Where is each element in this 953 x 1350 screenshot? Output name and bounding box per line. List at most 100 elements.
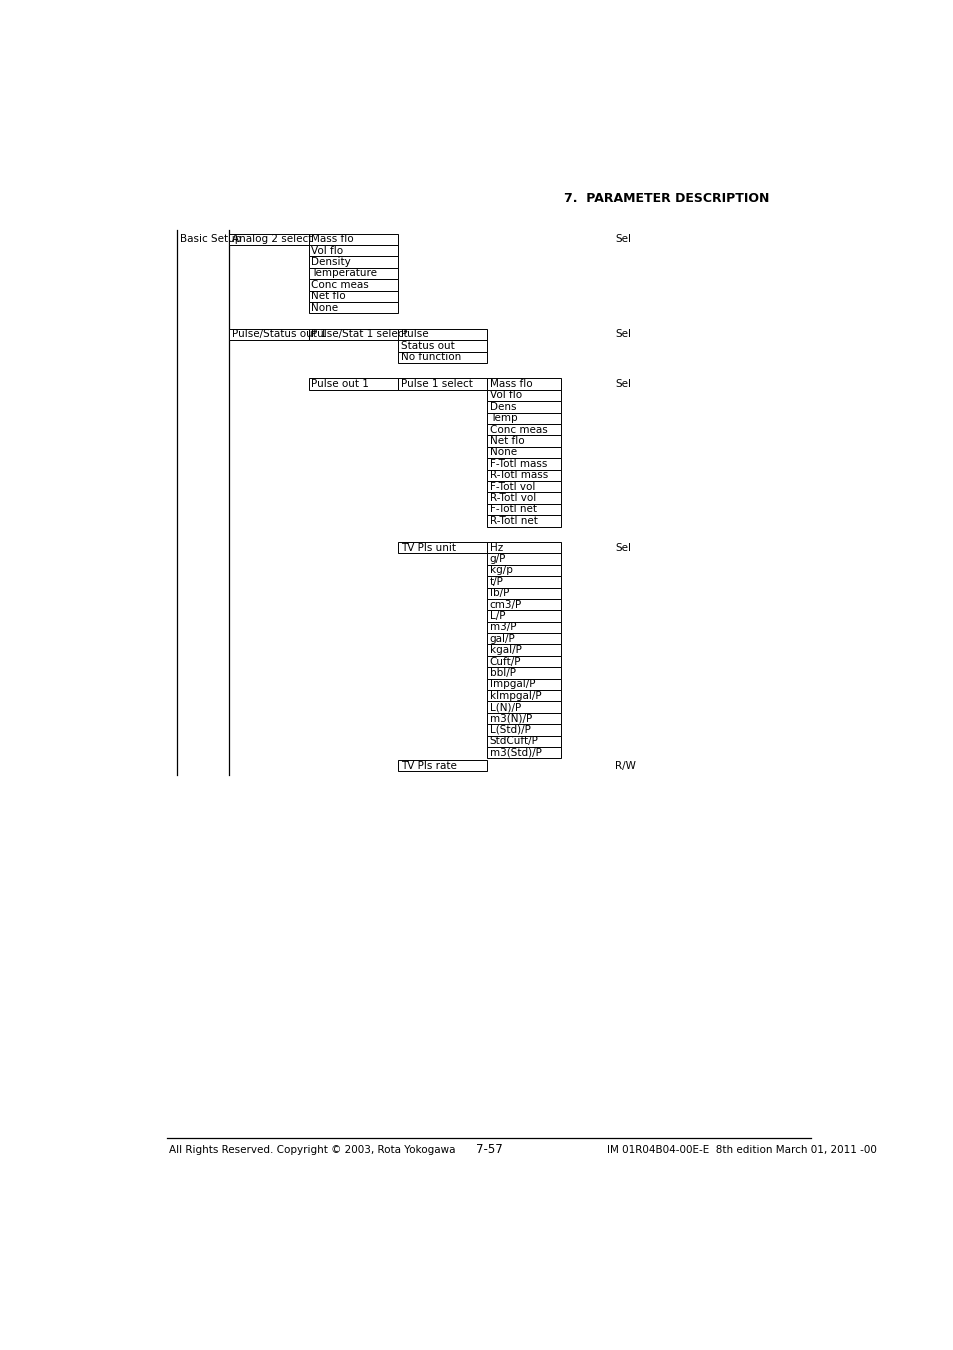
Text: cm3/P: cm3/P [489,599,521,610]
Text: Dens: Dens [489,402,516,412]
Bar [487,599,560,610]
Bar [397,340,487,351]
Bar [229,234,309,244]
Bar [487,633,560,644]
Text: kImpgal/P: kImpgal/P [489,691,540,701]
Text: Sel: Sel [615,329,631,339]
Bar [487,690,560,702]
Text: None: None [489,447,517,458]
Bar [487,413,560,424]
Bar [487,447,560,458]
Text: Temperature: Temperature [311,269,377,278]
Text: g/P: g/P [489,554,505,564]
Text: Hz: Hz [489,543,502,552]
Text: 7.  PARAMETER DESCRIPTION: 7. PARAMETER DESCRIPTION [563,192,769,205]
Bar [397,541,487,554]
Text: Pulse/Status out 1: Pulse/Status out 1 [232,329,326,339]
Text: Conc meas: Conc meas [489,425,547,435]
Bar [487,679,560,690]
Text: lb/P: lb/P [489,589,509,598]
Bar [487,435,560,447]
Text: m3(N)/P: m3(N)/P [489,714,532,724]
Text: gal/P: gal/P [489,633,515,644]
Bar [309,290,397,302]
Text: t/P: t/P [489,576,503,587]
Bar [487,587,560,599]
Bar [397,760,487,771]
Text: Cuft/P: Cuft/P [489,656,520,667]
Text: Pulse out 1: Pulse out 1 [311,379,369,389]
Text: Impgal/P: Impgal/P [489,679,535,690]
Text: Pulse/Stat 1 select: Pulse/Stat 1 select [311,329,408,339]
Bar [487,541,560,554]
Bar [487,747,560,759]
Bar [397,351,487,363]
Text: L(N)/P: L(N)/P [489,702,520,713]
Bar [487,470,560,481]
Bar [487,493,560,504]
Text: F-Totl net: F-Totl net [489,505,537,514]
Bar [309,244,397,256]
Text: m3(Std)/P: m3(Std)/P [489,748,541,757]
Bar [487,554,560,564]
Text: Vol flo: Vol flo [311,246,343,255]
Bar [309,302,397,313]
Text: Density: Density [311,256,351,267]
Bar [309,267,397,279]
Text: StdCuft/P: StdCuft/P [489,736,538,747]
Bar [487,564,560,576]
Text: TV Pls rate: TV Pls rate [400,760,456,771]
Bar [309,256,397,267]
Text: kgal/P: kgal/P [489,645,521,655]
Bar [487,378,560,390]
Bar [487,576,560,587]
Text: F-Totl mass: F-Totl mass [489,459,546,468]
Bar [487,713,560,724]
Text: Net flo: Net flo [311,292,346,301]
Text: Analog 2 select: Analog 2 select [232,235,312,244]
Text: Temp: Temp [489,413,517,424]
Bar [487,390,560,401]
Text: Status out: Status out [400,342,454,351]
Bar [487,702,560,713]
Text: Sel: Sel [615,543,631,552]
Text: L/P: L/P [489,612,505,621]
Text: All Rights Reserved. Copyright © 2003, Rota Yokogawa: All Rights Reserved. Copyright © 2003, R… [169,1145,455,1154]
Bar [487,724,560,736]
Bar [229,329,309,340]
Text: Pulse 1 select: Pulse 1 select [400,379,472,389]
Text: 7-57: 7-57 [475,1143,502,1157]
Text: TV Pls unit: TV Pls unit [400,543,456,552]
Text: None: None [311,302,338,313]
Text: IM 01R04B04-00E-E  8th edition March 01, 2011 -00: IM 01R04B04-00E-E 8th edition March 01, … [607,1145,877,1154]
Text: Mass flo: Mass flo [489,379,532,389]
Text: Net flo: Net flo [489,436,524,446]
Bar [487,424,560,435]
Bar [487,622,560,633]
Bar [487,656,560,667]
Text: R-Totl vol: R-Totl vol [489,493,536,504]
Bar [397,378,487,390]
Bar [309,329,397,340]
Text: Sel: Sel [615,235,631,244]
Text: F-Totl vol: F-Totl vol [489,482,535,491]
Bar [487,736,560,747]
Bar [309,234,397,244]
Text: R-Totl net: R-Totl net [489,516,537,525]
Bar [487,504,560,516]
Text: R/W: R/W [615,760,636,771]
Text: Vol flo: Vol flo [489,390,521,401]
Bar [309,279,397,290]
Text: Basic Setup: Basic Setup [179,235,241,244]
Text: bbl/P: bbl/P [489,668,516,678]
Text: No function: No function [400,352,460,362]
Text: m3/P: m3/P [489,622,516,632]
Bar [487,610,560,622]
Bar [309,378,397,390]
Bar [487,481,560,493]
Bar [487,667,560,679]
Text: L(Std)/P: L(Std)/P [489,725,530,734]
Text: R-Totl mass: R-Totl mass [489,470,547,481]
Bar [487,516,560,526]
Bar [487,644,560,656]
